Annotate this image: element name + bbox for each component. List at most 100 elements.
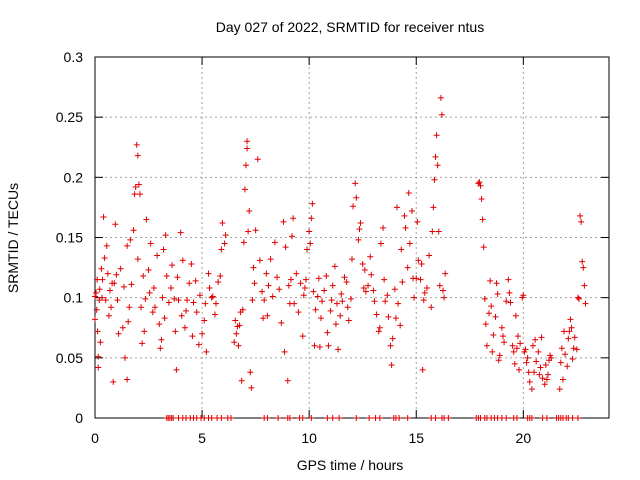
data-point bbox=[195, 341, 202, 348]
data-point bbox=[134, 152, 141, 159]
data-point bbox=[299, 333, 306, 340]
data-point bbox=[418, 260, 425, 267]
data-point bbox=[514, 333, 521, 340]
data-point bbox=[558, 345, 565, 352]
data-point bbox=[576, 295, 583, 302]
data-point bbox=[165, 299, 172, 306]
data-point bbox=[397, 322, 404, 329]
data-point bbox=[559, 376, 566, 383]
data-point bbox=[537, 364, 544, 371]
data-point bbox=[315, 275, 322, 282]
y-tick-label: 0 bbox=[75, 410, 83, 426]
data-point bbox=[259, 288, 266, 295]
data-point bbox=[432, 153, 439, 160]
data-point bbox=[120, 283, 127, 290]
data-point bbox=[244, 138, 251, 145]
data-point bbox=[404, 415, 411, 421]
data-point bbox=[524, 354, 531, 361]
data-point bbox=[95, 353, 102, 360]
data-point bbox=[433, 132, 440, 139]
data-point bbox=[329, 415, 336, 421]
y-tick-label: 0.1 bbox=[64, 290, 84, 306]
data-point bbox=[132, 183, 139, 190]
data-point bbox=[271, 239, 278, 246]
data-point bbox=[189, 333, 196, 340]
data-point bbox=[357, 220, 364, 227]
data-point bbox=[105, 312, 112, 319]
x-tick-label: 5 bbox=[198, 430, 206, 446]
data-point bbox=[375, 328, 382, 335]
data-point bbox=[161, 315, 168, 322]
data-point bbox=[420, 297, 427, 304]
data-point bbox=[304, 246, 311, 253]
data-point bbox=[481, 295, 488, 302]
data-point bbox=[92, 293, 98, 300]
data-point bbox=[139, 340, 146, 347]
data-point bbox=[247, 369, 254, 376]
data-point bbox=[442, 270, 449, 277]
data-point bbox=[217, 273, 224, 280]
data-point bbox=[529, 342, 536, 349]
data-point bbox=[138, 304, 145, 311]
data-point bbox=[538, 334, 545, 341]
data-point bbox=[92, 316, 98, 323]
data-point bbox=[498, 324, 505, 331]
data-point bbox=[274, 274, 281, 281]
data-point bbox=[331, 263, 338, 270]
data-point bbox=[208, 294, 215, 301]
data-point bbox=[578, 218, 585, 225]
data-point bbox=[480, 244, 487, 251]
data-point bbox=[503, 298, 510, 305]
data-point bbox=[501, 339, 508, 346]
data-point bbox=[569, 356, 576, 363]
data-point bbox=[151, 304, 158, 311]
data-point bbox=[300, 292, 307, 299]
data-point bbox=[264, 312, 271, 319]
data-point bbox=[377, 240, 384, 247]
data-point bbox=[196, 292, 203, 299]
data-point bbox=[441, 294, 448, 301]
data-point bbox=[327, 307, 334, 314]
data-point bbox=[505, 276, 512, 283]
data-point bbox=[487, 277, 494, 284]
data-point bbox=[571, 334, 578, 341]
data-point bbox=[511, 360, 518, 367]
data-point bbox=[561, 328, 568, 335]
data-point bbox=[179, 257, 186, 264]
data-point bbox=[174, 274, 181, 281]
data-point bbox=[393, 204, 400, 211]
data-point bbox=[536, 371, 543, 378]
data-point bbox=[398, 246, 405, 253]
data-point bbox=[489, 348, 496, 355]
data-point bbox=[173, 366, 180, 373]
data-point bbox=[102, 297, 109, 304]
data-point bbox=[344, 304, 351, 311]
data-point bbox=[528, 415, 535, 421]
data-point bbox=[415, 257, 422, 264]
data-point bbox=[302, 276, 309, 283]
data-point bbox=[368, 271, 375, 278]
data-point bbox=[321, 287, 328, 294]
data-point bbox=[413, 275, 420, 282]
data-point bbox=[218, 415, 225, 421]
data-point bbox=[309, 200, 316, 207]
data-point bbox=[186, 280, 193, 287]
data-point bbox=[370, 287, 377, 294]
data-point bbox=[175, 297, 182, 304]
data-point bbox=[376, 324, 383, 331]
data-point bbox=[103, 242, 110, 249]
y-tick-label: 0.15 bbox=[56, 230, 83, 246]
data-point bbox=[392, 315, 399, 322]
data-point bbox=[434, 162, 441, 169]
data-point bbox=[147, 240, 154, 247]
data-point bbox=[181, 324, 188, 331]
data-point bbox=[145, 266, 152, 273]
data-point bbox=[221, 240, 228, 247]
data-point bbox=[341, 274, 348, 281]
data-point bbox=[219, 220, 226, 227]
data-point bbox=[154, 252, 161, 259]
data-point bbox=[543, 376, 550, 383]
data-point bbox=[391, 286, 398, 293]
data-point bbox=[239, 306, 246, 313]
